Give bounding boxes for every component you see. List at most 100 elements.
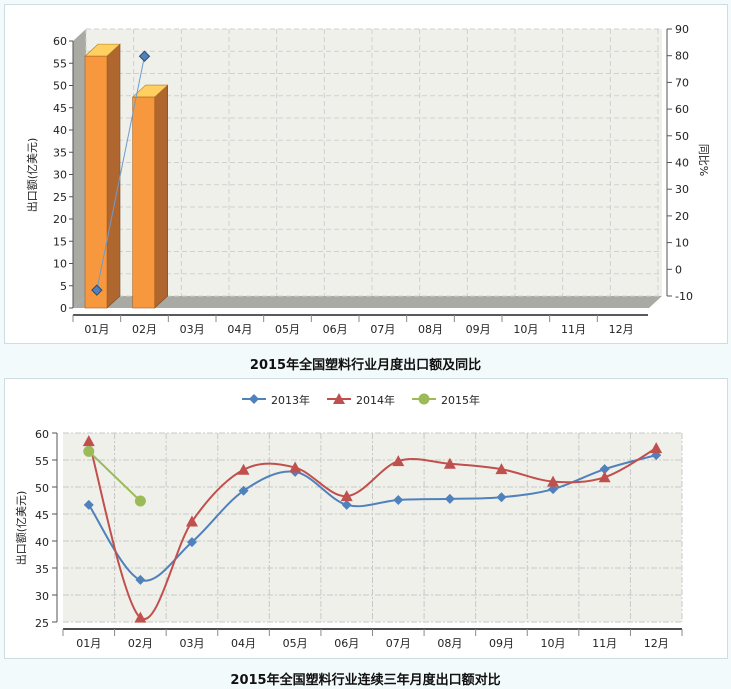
legend-label-2015年: 2015年 <box>441 393 480 407</box>
x-tick-label: 09月 <box>466 323 491 336</box>
legend-label-2013年: 2013年 <box>271 393 310 407</box>
y-tick-label: 55 <box>53 57 67 70</box>
point-2014年-02月 <box>134 611 147 623</box>
point-2014年-08月 <box>443 457 456 469</box>
y-tick-label: 45 <box>53 102 67 115</box>
yoy-line <box>96 56 145 291</box>
point-2015年-02月 <box>134 495 146 507</box>
y-tick-label: 30 <box>53 169 67 182</box>
x-tick-label: 07月 <box>386 637 411 650</box>
y-tick-label: 60 <box>53 35 67 48</box>
x-tick-label: 11月 <box>561 323 586 336</box>
x-tick-label: 03月 <box>179 637 204 650</box>
y2-tick-label: 10 <box>675 237 689 250</box>
y-tick-label: 25 <box>53 191 67 204</box>
x-tick-label: 03月 <box>180 323 205 336</box>
x-tick-label: 12月 <box>609 323 634 336</box>
y2-tick-label: 60 <box>675 103 689 116</box>
y-tick-label: 50 <box>35 482 49 495</box>
x-tick-label: 02月 <box>128 637 153 650</box>
plot-left-wall <box>73 29 86 308</box>
y2-tick-label: 50 <box>675 130 689 143</box>
y2-tick-label: 30 <box>675 183 689 196</box>
point-2014年-04月 <box>237 463 250 475</box>
x-tick-label: 05月 <box>275 323 300 336</box>
y-tick-label: 45 <box>35 509 49 522</box>
y-tick-label: 20 <box>53 213 67 226</box>
point-2014年-06月 <box>340 490 353 502</box>
y-tick-label: 15 <box>53 235 67 248</box>
x-tick-label: 06月 <box>323 323 348 336</box>
y-tick-label: 60 <box>35 428 49 441</box>
x-tick-label: 02月 <box>132 323 157 336</box>
point-2014年-11月 <box>598 471 611 483</box>
x-tick-label: 10月 <box>513 323 538 336</box>
x-tick-label: 04月 <box>231 637 256 650</box>
y2-tick-label: 20 <box>675 210 689 223</box>
bar-side <box>154 84 168 309</box>
x-tick-label: 08月 <box>437 637 462 650</box>
y-tick-label: 40 <box>35 536 49 549</box>
x-tick-label: 08月 <box>418 323 443 336</box>
y2-tick-label: 0 <box>675 263 682 276</box>
point-2014年-07月 <box>392 455 405 467</box>
y-tick-label: 55 <box>35 455 49 468</box>
point-2013年-01月 <box>83 499 94 510</box>
point-2013年-10月 <box>548 484 559 495</box>
chart-title-top: 2015年全国塑料行业月度出口额及同比 <box>249 358 482 373</box>
point-2014年-01月 <box>82 435 95 447</box>
point-2013年-09月 <box>496 492 507 503</box>
point-2013年-04月 <box>238 485 249 496</box>
y-tick-label: 35 <box>35 563 49 576</box>
y-tick-label: 50 <box>53 80 67 93</box>
legend-marker-2013年 <box>249 394 259 404</box>
y-tick-label: 5 <box>60 280 67 293</box>
legend-marker-2014年 <box>333 393 345 404</box>
point-2014年-09月 <box>495 463 508 475</box>
x-tick-label: 01月 <box>84 323 109 336</box>
point-2013年-08月 <box>444 493 455 504</box>
x-tick-label: 06月 <box>334 637 359 650</box>
bar-02月 <box>132 96 155 309</box>
y-axis-title: 出口额(亿美元) <box>14 491 28 566</box>
x-tick-label: 04月 <box>227 323 252 336</box>
legend-label-2014年: 2014年 <box>356 393 395 407</box>
legend-marker-2015年 <box>418 393 430 405</box>
bar-side <box>106 43 121 309</box>
x-tick-label: 05月 <box>283 637 308 650</box>
point-2013年-03月 <box>186 537 197 548</box>
chart-monthly-export-yoy: 0 5 10 15 20 25 30 35 40 45 50 55 60 01月 02月 03月 04月 05月 0… <box>25 23 710 336</box>
chart-title-bottom: 2015年全国塑料行业连续三年月度出口额对比 <box>230 673 501 688</box>
x-tick-label: 11月 <box>592 637 617 650</box>
y2-tick-label: 70 <box>675 76 689 89</box>
chart-three-year-comparison: 25 30 35 40 45 50 55 60 01月 02月 03月 04月 05月 06月 07月 08月… <box>14 393 683 650</box>
y-tick-label: 0 <box>60 302 67 315</box>
yoy-point-01月 <box>91 284 103 296</box>
y-tick-label: 40 <box>53 124 67 137</box>
bar-01月 <box>84 55 108 309</box>
point-2013年-11月 <box>599 464 610 475</box>
x-tick-label: 07月 <box>370 323 395 336</box>
y-tick-label: 10 <box>53 258 67 271</box>
point-2014年-10月 <box>547 475 560 487</box>
y-tick-label: 30 <box>35 590 49 603</box>
x-tick-label: 01月 <box>76 637 101 650</box>
point-2014年-03月 <box>185 515 198 527</box>
series-line-2015年 <box>88 450 142 502</box>
y2-tick-label: 40 <box>675 157 689 170</box>
y-tick-label: 35 <box>53 146 67 159</box>
y-tick-label: 25 <box>35 617 49 630</box>
point-2013年-02月 <box>135 574 146 585</box>
point-2014年-12月 <box>650 442 663 454</box>
point-2014年-05月 <box>289 461 302 473</box>
point-2013年-06月 <box>341 499 352 510</box>
y-axis-title: 出口额(亿美元) <box>25 138 39 213</box>
x-tick-label: 09月 <box>489 637 514 650</box>
x-tick-label: 12月 <box>644 637 669 650</box>
yoy-point-02月 <box>138 50 151 62</box>
point-2015年-01月 <box>83 445 95 457</box>
y2-tick-label: 80 <box>675 50 689 63</box>
y2-tick-label: 90 <box>675 23 689 36</box>
y2-axis-title: 同比% <box>697 144 710 176</box>
plot-floor <box>73 296 662 308</box>
